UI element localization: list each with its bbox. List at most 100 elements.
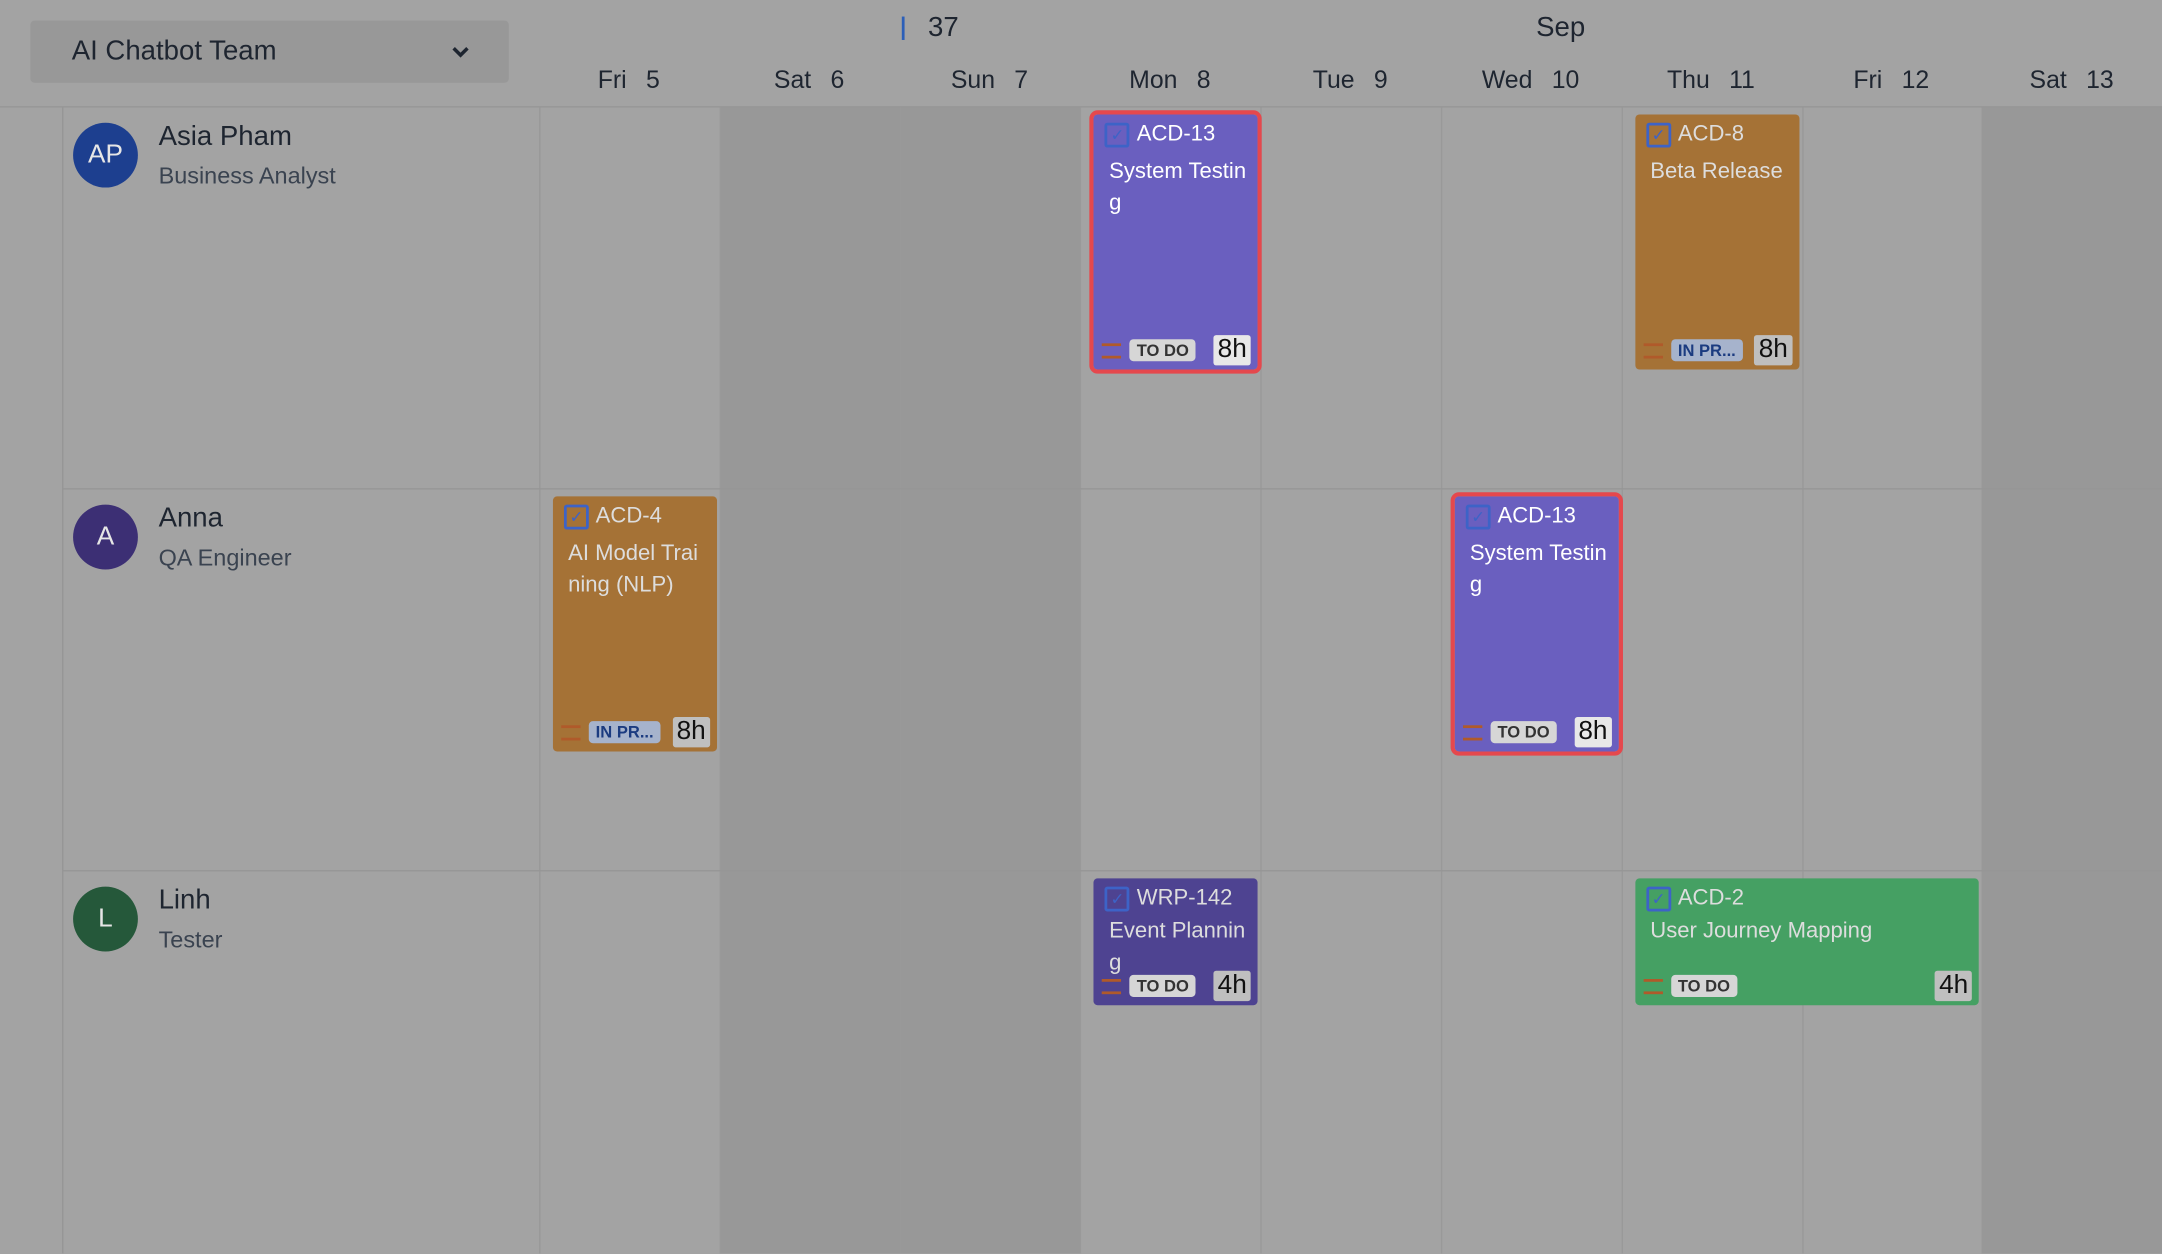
day-number: 13 (2086, 66, 2114, 94)
task-hours: 8h (1754, 335, 1793, 366)
status-badge: IN PR... (1670, 339, 1743, 362)
avatar: AP (73, 122, 138, 188)
task-footer: IN PR... 8h (561, 717, 710, 748)
checkbox-icon: ✓ (1105, 886, 1130, 912)
task-title: Event Planning (1109, 919, 1246, 975)
day-header: Wed 10 (1441, 66, 1620, 95)
priority-medium-icon (561, 724, 581, 740)
today-marker (901, 16, 905, 40)
day-header: Mon 8 (1080, 66, 1259, 95)
task-card[interactable]: ✓ ACD-4 AI Model Training (NLP) IN PR... 8h (552, 496, 717, 752)
day-of-week: Mon (1129, 66, 1178, 94)
person-name: Anna (158, 503, 223, 534)
avatar: L (73, 886, 138, 952)
day-number: 5 (645, 66, 660, 94)
task-title: System Testing (1109, 159, 1247, 216)
row-divider (62, 488, 2162, 490)
task-footer: IN PR... 8h (1643, 335, 1793, 366)
task-card[interactable]: ✓ ACD-13 System Testing TO DO 8h (1450, 492, 1623, 756)
task-key[interactable]: WRP-142 (1136, 886, 1233, 911)
task-card[interactable]: ✓ ACD-2 User Journey Mapping TO DO 4h (1635, 878, 1980, 1006)
day-header: Sat 6 (720, 66, 899, 95)
day-column (1982, 106, 2162, 1254)
task-card[interactable]: ✓ ACD-13 System Testing TO DO 8h (1089, 110, 1262, 374)
day-header: Sun 7 (900, 66, 1079, 95)
person-role: QA Engineer (158, 544, 292, 571)
day-column (1621, 106, 1802, 1254)
day-header: Sat 13 (1982, 66, 2161, 95)
task-key-row: ✓ ACD-4 (563, 504, 706, 530)
status-badge: TO DO (1490, 721, 1557, 744)
task-footer: TO DO 8h (1463, 717, 1612, 748)
task-footer: TO DO 4h (1102, 970, 1251, 1002)
checkbox-icon: ✓ (1465, 504, 1491, 530)
task-footer: TO DO 4h (1643, 970, 1973, 1002)
day-column (1440, 106, 1622, 1254)
task-title: Beta Release (1650, 159, 1783, 184)
day-number: 7 (1014, 66, 1029, 94)
day-of-week: Thu (1667, 66, 1710, 94)
task-card[interactable]: ✓ WRP-142 Event Planning TO DO 4h (1094, 878, 1258, 1006)
task-key[interactable]: ACD-4 (595, 504, 662, 529)
task-key[interactable]: ACD-2 (1677, 886, 1745, 911)
task-key-row: ✓ ACD-8 (1646, 122, 1788, 148)
task-hours: 4h (1934, 970, 1973, 1002)
person-role: Business Analyst (158, 162, 336, 189)
day-column (1801, 106, 1983, 1254)
day-of-week: Tue (1312, 66, 1355, 94)
day-column (1260, 106, 1442, 1254)
task-hours: 8h (1213, 335, 1251, 366)
week-number: 37 (927, 12, 959, 43)
day-number: 9 (1373, 66, 1388, 94)
day-header: Thu 11 (1621, 66, 1800, 95)
day-number: 12 (1901, 66, 1930, 94)
person-role: Tester (158, 926, 223, 953)
day-column (719, 106, 901, 1254)
task-key[interactable]: ACD-8 (1677, 122, 1745, 147)
day-header: Fri 12 (1802, 66, 1981, 95)
priority-medium-icon (1643, 342, 1663, 358)
task-card[interactable]: ✓ ACD-8 Beta Release IN PR... 8h (1635, 114, 1799, 370)
day-number: 11 (1729, 66, 1755, 94)
day-number: 10 (1551, 66, 1580, 94)
task-hours: 8h (672, 717, 710, 748)
task-key[interactable]: ACD-13 (1497, 504, 1576, 529)
day-of-week: Sun (950, 66, 996, 94)
priority-medium-icon (1463, 724, 1483, 740)
person-name: Asia Pham (158, 121, 292, 152)
divider (62, 106, 64, 1254)
day-header: Fri 5 (539, 66, 718, 95)
day-of-week: Fri (597, 66, 627, 94)
people-panel (0, 106, 541, 1254)
chevron-down-icon (452, 46, 469, 57)
task-hours: 4h (1213, 970, 1251, 1002)
task-title: User Journey Mapping (1650, 919, 1873, 944)
status-badge: IN PR... (588, 721, 661, 744)
day-column (539, 106, 720, 1254)
team-selector[interactable]: AI Chatbot Team (30, 20, 509, 83)
row-divider (62, 870, 2162, 872)
team-selector-label: AI Chatbot Team (71, 35, 277, 67)
task-title: System Testing (1469, 541, 1607, 598)
priority-medium-icon (1643, 978, 1663, 994)
day-column (899, 106, 1081, 1254)
day-number: 8 (1196, 66, 1211, 94)
checkbox-icon: ✓ (1646, 886, 1671, 912)
checkbox-icon: ✓ (1646, 122, 1671, 148)
day-number: 6 (830, 66, 845, 94)
task-key-row: ✓ WRP-142 (1105, 886, 1247, 912)
checkbox-icon: ✓ (563, 504, 589, 530)
priority-medium-icon (1102, 342, 1122, 358)
day-of-week: Fri (1853, 66, 1883, 94)
checkbox-icon: ✓ (1105, 122, 1130, 148)
task-key-row: ✓ ACD-2 (1646, 886, 1968, 912)
day-column (1080, 106, 1261, 1254)
avatar: A (73, 504, 138, 570)
task-key-row: ✓ ACD-13 (1105, 122, 1247, 148)
task-key[interactable]: ACD-13 (1136, 122, 1216, 147)
task-footer: TO DO 8h (1102, 335, 1251, 366)
status-badge: TO DO (1129, 339, 1196, 362)
priority-medium-icon (1102, 978, 1122, 994)
day-of-week: Sat (773, 66, 812, 94)
